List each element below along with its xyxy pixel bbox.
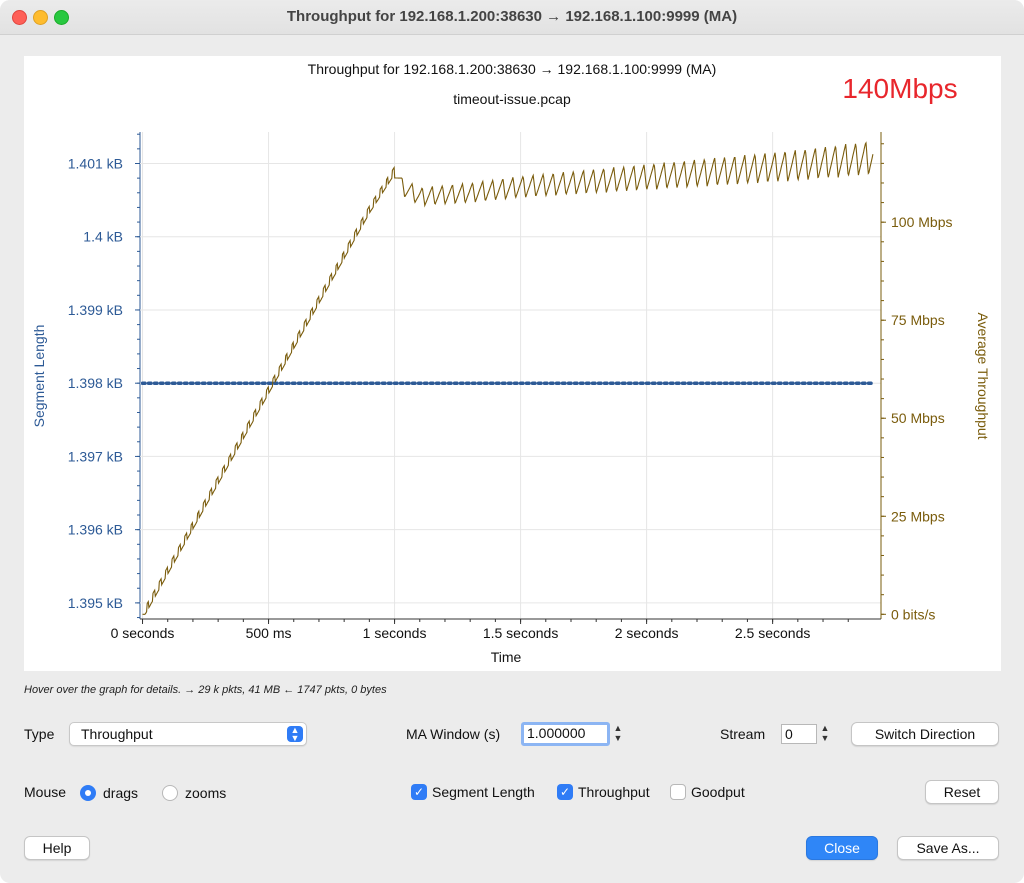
left-tick-label: 1.399 kB <box>68 302 123 318</box>
window-close-button[interactable] <box>12 10 27 25</box>
right-tick-label: 50 Mbps <box>891 410 945 426</box>
x-tick-label: 2 seconds <box>615 625 679 641</box>
window-zoom-button[interactable] <box>54 10 69 25</box>
x-axis-label: Time <box>491 649 522 665</box>
stream-input[interactable]: 0 <box>781 724 817 744</box>
goodput-checkbox[interactable] <box>670 784 686 800</box>
close-button[interactable]: Close <box>806 836 878 860</box>
x-tick-label: 1 seconds <box>363 625 427 641</box>
stream-stepper-icon[interactable]: ▲ ▼ <box>820 723 830 743</box>
graph-subtitle: timeout-issue.pcap <box>453 91 571 107</box>
drags-radio[interactable] <box>80 785 96 801</box>
window-minimize-button[interactable] <box>33 10 48 25</box>
left-tick-label: 1.397 kB <box>68 448 123 464</box>
throughput-checkbox-label[interactable]: Throughput <box>578 784 650 800</box>
axes-layer: 0 seconds 500 ms 1 seconds 1.5 seconds 2 sec… <box>68 132 952 641</box>
right-tick-label: 100 Mbps <box>891 214 952 230</box>
type-select-value: Throughput <box>81 726 153 742</box>
reset-button[interactable]: Reset <box>925 780 999 804</box>
left-axis-label: Segment Length <box>31 325 47 428</box>
window-title: Throughput for 192.168.1.200:38630 → 192… <box>286 8 738 25</box>
segment-length-checkbox-label[interactable]: Segment Length <box>432 784 535 800</box>
x-tick-label: 2.5 seconds <box>735 625 811 641</box>
stream-label: Stream <box>720 726 766 742</box>
x-tick-label: 500 ms <box>246 625 292 641</box>
left-tick-label: 1.398 kB <box>68 375 123 391</box>
ma-window-input[interactable]: 1.000000 <box>521 722 610 746</box>
left-tick-label: 1.395 kB <box>68 595 123 611</box>
goodput-checkbox-label[interactable]: Goodput <box>691 784 745 800</box>
series-layer <box>140 141 876 615</box>
type-select[interactable]: Throughput ▲ ▼ <box>69 722 307 746</box>
throughput-annotation: 140Mbps <box>842 73 957 104</box>
right-tick-label: 0 bits/s <box>891 606 935 622</box>
left-tick-label: 1.396 kB <box>68 522 123 538</box>
left-tick-label: 1.401 kB <box>68 155 123 171</box>
graph-title: Throughput for 192.168.1.200:38630 → 192… <box>308 61 717 77</box>
right-tick-label: 75 Mbps <box>891 312 945 328</box>
zooms-radio-label[interactable]: zooms <box>185 785 227 801</box>
throughput-checkbox[interactable]: ✓ <box>557 784 573 800</box>
chevron-up-down-icon: ▲ ▼ <box>287 726 303 743</box>
type-label: Type <box>24 726 55 742</box>
switch-direction-button[interactable]: Switch Direction <box>851 722 999 746</box>
x-tick-label: 0 seconds <box>111 625 175 641</box>
right-tick-label: 25 Mbps <box>891 508 945 524</box>
ma-window-stepper-icon[interactable]: ▲ ▼ <box>613 723 623 743</box>
throughput-series <box>142 141 874 615</box>
right-axis-label: Average Throughput <box>975 312 991 439</box>
ma-window-label: MA Window (s) <box>406 726 501 742</box>
mouse-label: Mouse <box>24 784 67 800</box>
zooms-radio[interactable] <box>162 785 178 801</box>
drags-radio-label[interactable]: drags <box>103 785 139 801</box>
graph-area[interactable]: Throughput for 192.168.1.200:38630 → 192… <box>24 56 1001 671</box>
throughput-chart[interactable]: Throughput for 192.168.1.200:38630 → 192… <box>24 56 1001 671</box>
help-button[interactable]: Help <box>24 836 90 860</box>
x-tick-label: 1.5 seconds <box>483 625 559 641</box>
segment-length-checkbox[interactable]: ✓ <box>411 784 427 800</box>
hover-info-text: Hover over the graph for details. → 29 k… <box>24 684 387 696</box>
left-tick-label: 1.4 kB <box>83 229 123 245</box>
title-bar: Throughput for 192.168.1.200:38630 → 192… <box>0 0 1024 35</box>
save-as-button[interactable]: Save As... <box>897 836 999 860</box>
